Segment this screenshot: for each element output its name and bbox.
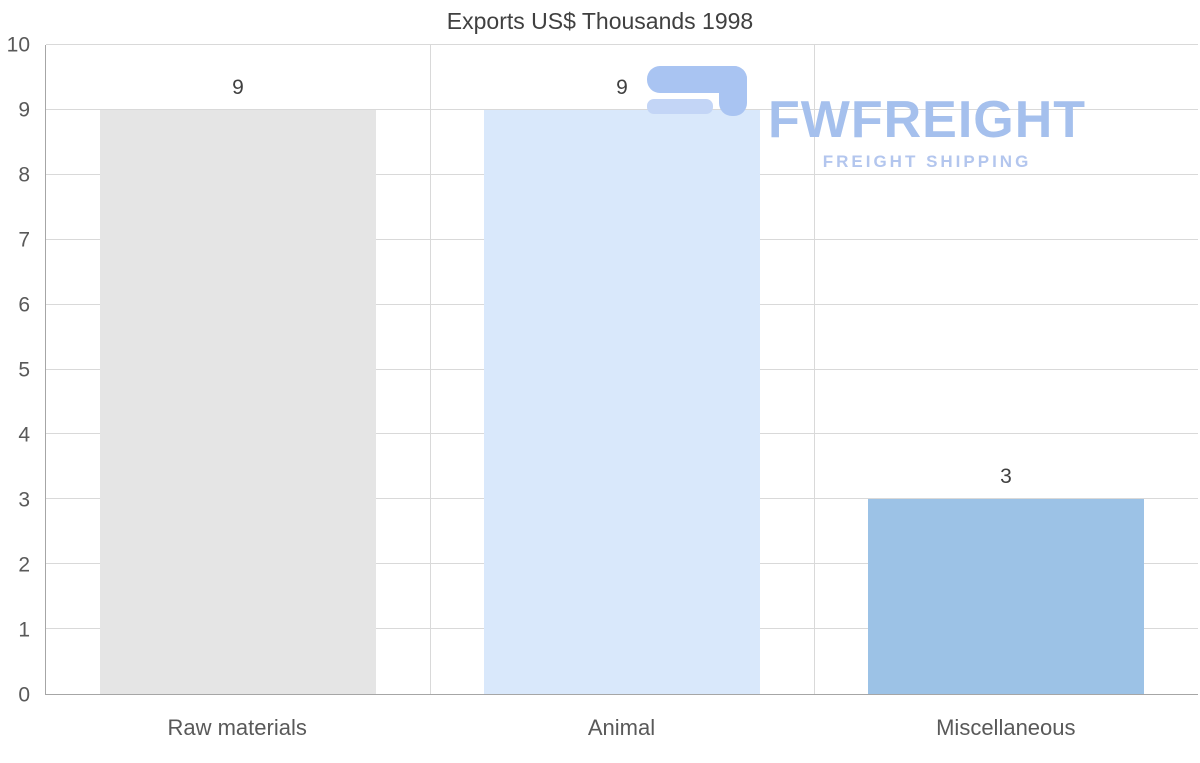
bar-animal: [483, 109, 761, 694]
plot-area: 9 9 3: [45, 44, 1198, 695]
bar-value-label: 9: [616, 75, 628, 99]
y-axis-labels: 0 1 2 3 4 5 6 7 8 9 10: [0, 35, 36, 706]
y-tick-label: 4: [18, 423, 30, 447]
x-category-label: Animal: [587, 715, 656, 740]
watermark: FWFREIGHT FREIGHT SHIPPING: [645, 64, 1086, 172]
y-tick-label: 10: [6, 33, 30, 57]
y-tick-label: 2: [18, 553, 30, 577]
category-separator: [814, 45, 815, 694]
chart-title: Exports US$ Thousands 1998: [446, 8, 754, 34]
y-tick-label: 7: [18, 228, 30, 252]
y-tick-label: 9: [18, 98, 30, 122]
watermark-brand: FWFREIGHT: [768, 91, 1087, 149]
y-tick-label: 5: [18, 358, 30, 382]
bar-value-label: 9: [232, 75, 244, 99]
x-category-label: Raw materials: [167, 715, 307, 740]
bars: 9 9 3: [46, 45, 1198, 694]
watermark-text: FWFREIGHT FREIGHT SHIPPING: [768, 64, 1086, 172]
y-tick-label: 6: [18, 293, 30, 317]
bar-miscellaneous: [867, 499, 1145, 694]
bar-column: 3: [814, 45, 1198, 694]
watermark-tagline: FREIGHT SHIPPING: [822, 152, 1032, 171]
y-tick-label: 1: [18, 618, 30, 642]
x-axis-labels: Raw materials Animal Miscellaneous: [45, 715, 1198, 741]
bar-column: 9: [430, 45, 814, 694]
y-tick-label: 3: [18, 488, 30, 512]
category-separator: [430, 45, 431, 694]
y-tick-label: 8: [18, 163, 30, 187]
gridline: [46, 44, 1198, 45]
gridline: [46, 108, 1198, 110]
bar-raw-materials: [99, 109, 377, 694]
bar-value-label: 3: [1000, 465, 1012, 489]
y-tick-label: 0: [18, 683, 30, 707]
x-category-label: Miscellaneous: [936, 715, 1076, 740]
fwfreight-logo-icon: [645, 66, 750, 131]
bar-column: 9: [46, 45, 430, 694]
